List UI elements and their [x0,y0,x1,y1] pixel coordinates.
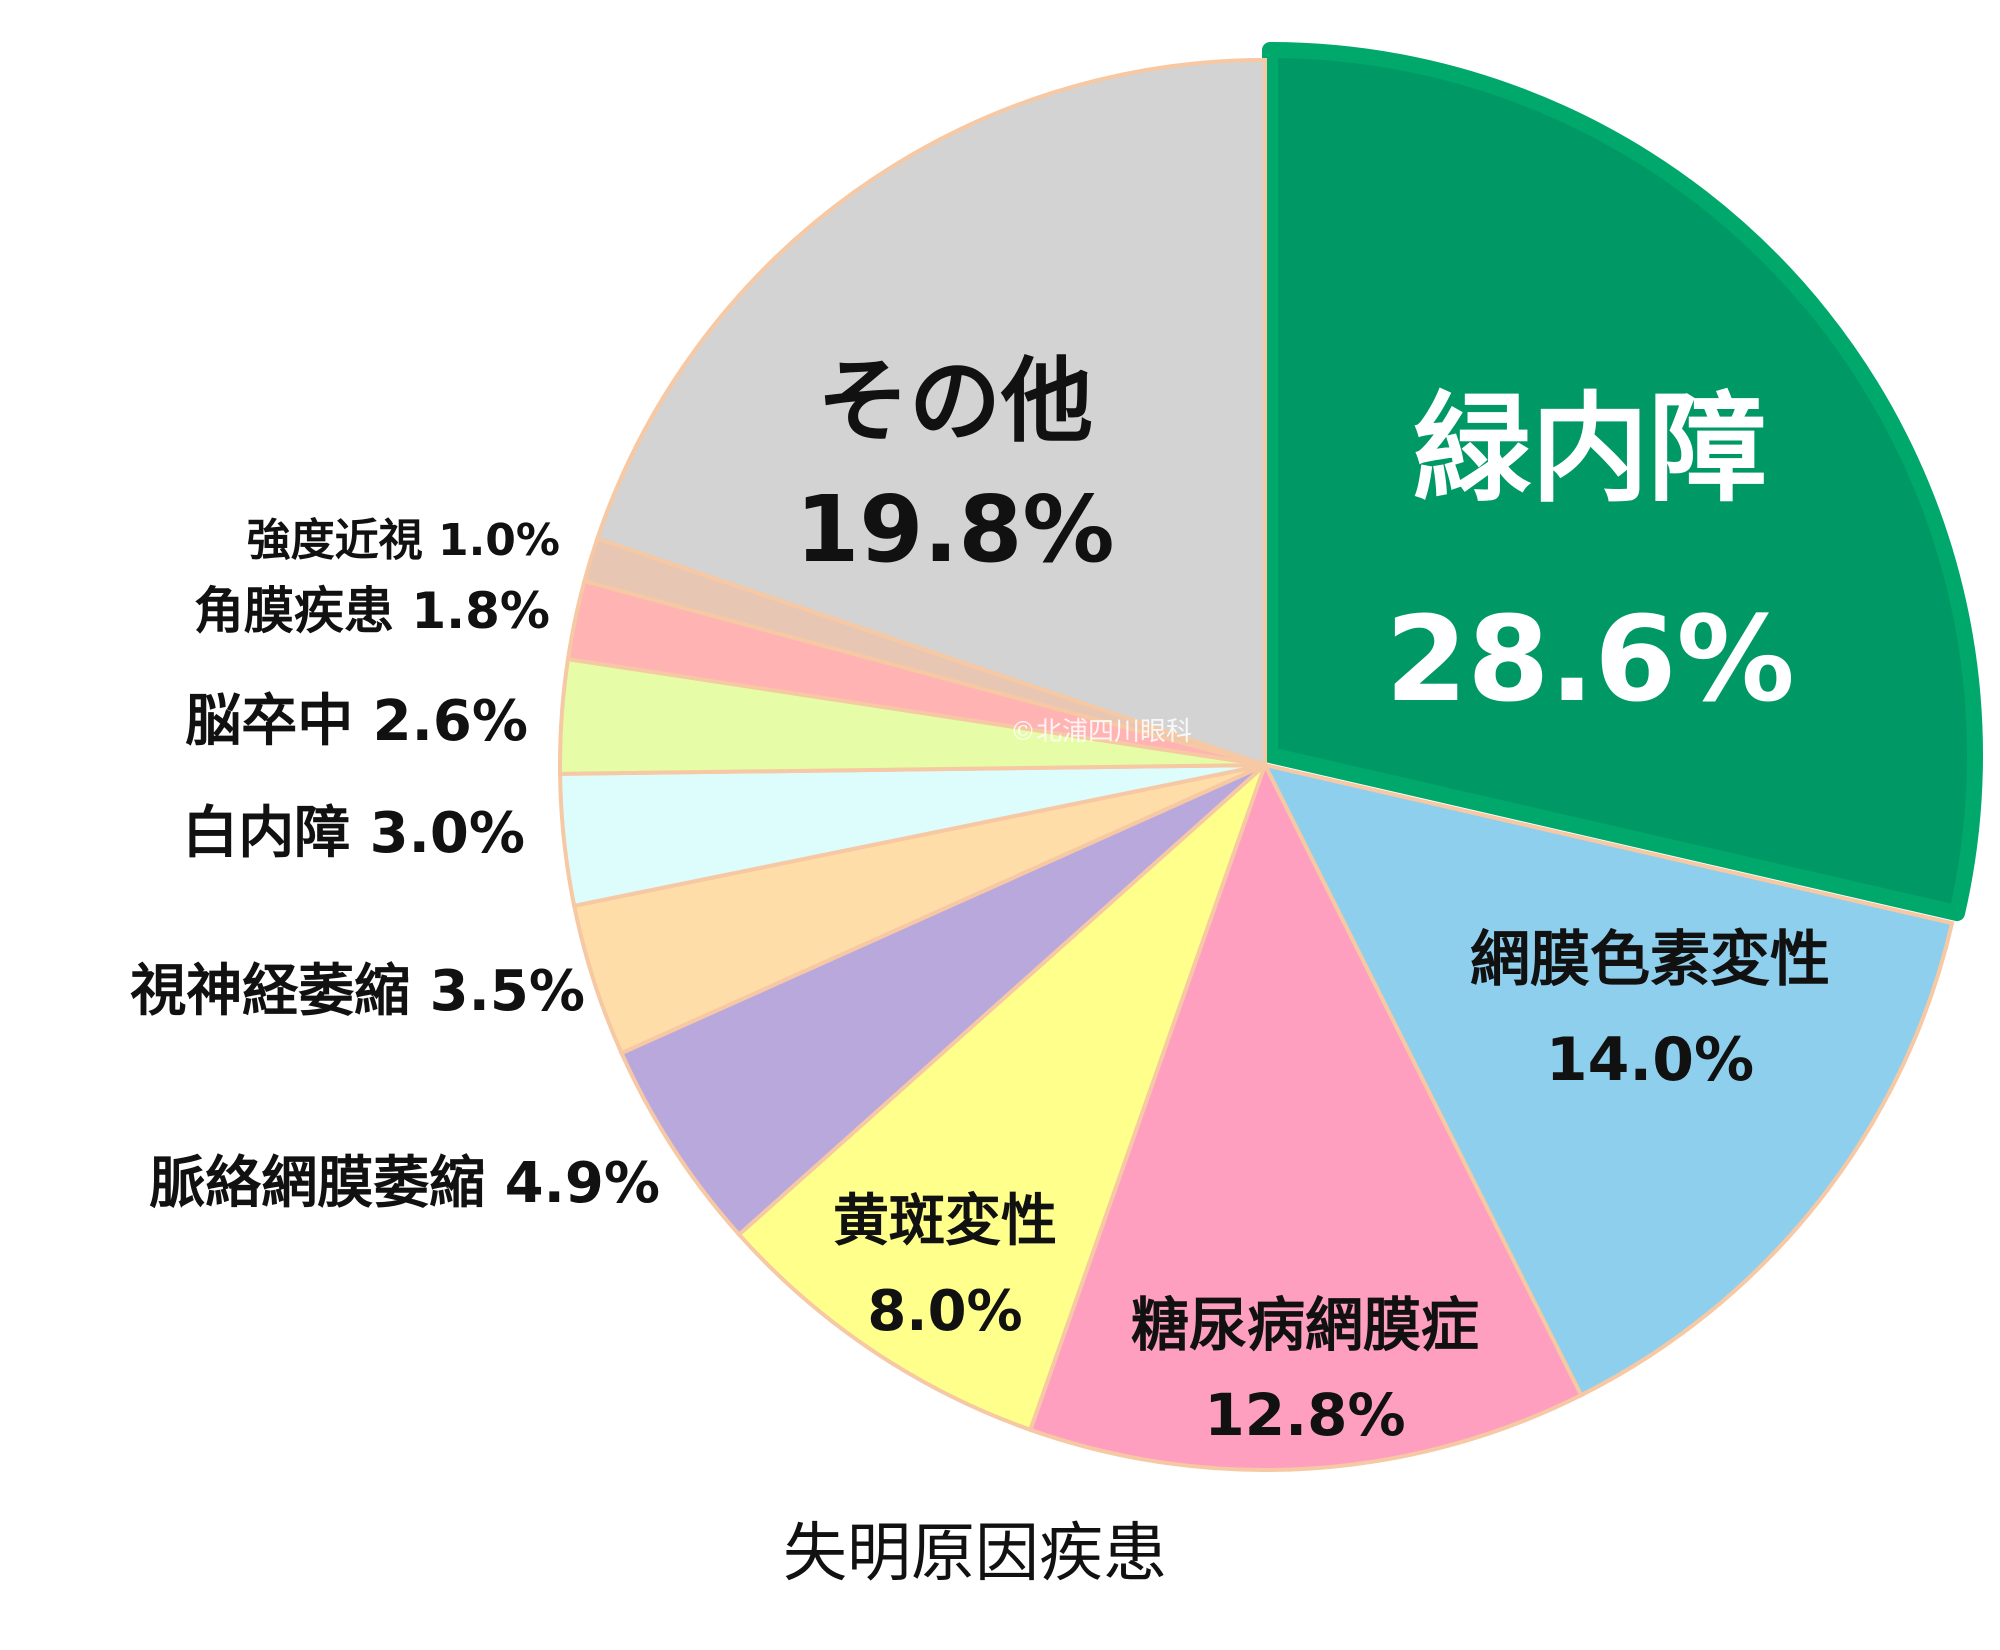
pie-labels: 緑内障 28.6% 網膜色素変性 14.0% 糖尿病網膜症 12.8% 黄斑変性 8.0% 脈絡… [130,348,1830,1449]
pie-slice-網膜色素変性 [1261,762,1955,1398]
slice-label-緑内障: 緑内障 [1413,380,1767,518]
pie-slice-その他 [594,57,1267,768]
slice-value-糖尿病網膜症: 12.8% [1204,1381,1405,1449]
slice-label-強度近視: 強度近視 1.0% [247,515,560,566]
slice-label-角膜疾患: 角膜疾患 1.8% [194,582,550,640]
slice-label-視神経萎縮: 視神経萎縮 3.5% [130,959,585,1024]
slice-label-その他: その他 [817,348,1093,455]
pie-slice-黄斑変性 [736,763,1267,1433]
slice-label-白内障: 白内障 3.0% [182,801,525,866]
pie-slices [558,42,1983,1473]
slice-label-糖尿病網膜症: 糖尿病網膜症 [1131,1291,1479,1359]
slice-value-緑内障: 28.6% [1385,590,1794,728]
pie-slice-緑内障 [1262,42,1983,922]
slice-label-黄斑変性: 黄斑変性 [833,1189,1057,1254]
slice-label-脈絡網膜萎縮: 脈絡網膜萎縮 4.9% [149,1151,660,1216]
pie-slice-糖尿病網膜症 [1027,759,1584,1473]
slice-value-黄斑変性: 8.0% [867,1279,1022,1344]
watermark: ©北浦四川眼科 [1010,717,1192,747]
chart-caption: 失明原因疾患 [783,1517,1167,1591]
slice-label-脳卒中: 脳卒中 2.6% [185,689,528,754]
slice-value-その他: 19.8% [795,476,1114,583]
pie-slice-脈絡網膜萎縮 [618,763,1267,1238]
slice-value-網膜色素変性: 14.0% [1546,1025,1754,1095]
slice-label-網膜色素変性: 網膜色素変性 [1470,925,1830,995]
